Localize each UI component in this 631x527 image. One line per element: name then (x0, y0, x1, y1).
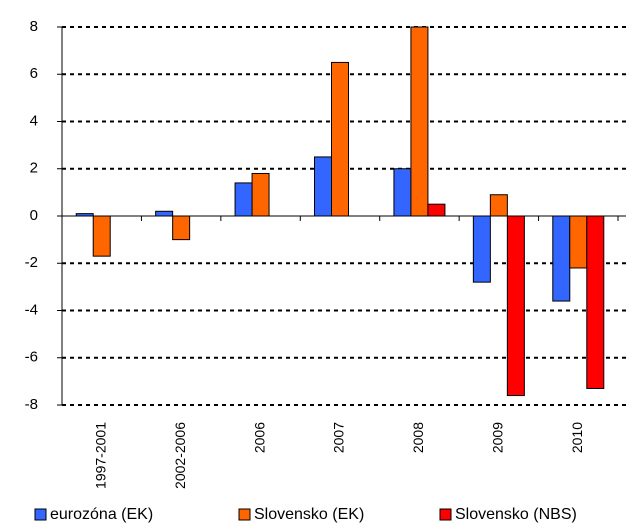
bar (506, 215, 525, 397)
legend-label: Slovensko (NBS) (455, 506, 577, 523)
x-tick-label: 2006 (251, 422, 267, 453)
x-tick-label: 2002-2006 (172, 422, 188, 489)
y-tick-label: -6 (25, 349, 38, 366)
bar (331, 61, 349, 217)
y-tick-label: -8 (25, 396, 38, 413)
y-tick-label: 4 (30, 112, 38, 129)
legend-label: Slovensko (EK) (254, 506, 364, 523)
bar (472, 215, 491, 283)
bar (427, 203, 446, 217)
y-tick-label: 2 (30, 160, 38, 177)
bar (251, 172, 270, 217)
bar (234, 182, 253, 217)
bar (393, 168, 412, 217)
bar (410, 26, 429, 217)
bar (552, 215, 571, 302)
x-tick-label: 1997-2001 (92, 422, 108, 489)
bar (569, 215, 588, 269)
bar (314, 156, 332, 217)
bar (586, 215, 605, 389)
bar (489, 194, 508, 217)
y-tick-label: 0 (30, 207, 38, 224)
y-tick-label: -2 (25, 254, 38, 271)
legend-label: eurozóna (EK) (50, 506, 153, 523)
legend-swatch (238, 508, 251, 521)
x-tick-label: 2009 (490, 422, 506, 453)
legend-swatch (439, 508, 452, 521)
bar (75, 213, 94, 217)
y-tick-label: -4 (25, 301, 38, 318)
bar (92, 215, 111, 257)
bar (155, 210, 174, 217)
x-tick-label: 2007 (331, 422, 347, 453)
legend-swatch (34, 508, 47, 521)
y-tick-label: 8 (30, 18, 38, 35)
x-tick-label: 2008 (410, 422, 426, 453)
y-tick-label: 6 (30, 65, 38, 82)
x-tick-label: 2010 (569, 422, 585, 453)
bar (172, 215, 191, 241)
